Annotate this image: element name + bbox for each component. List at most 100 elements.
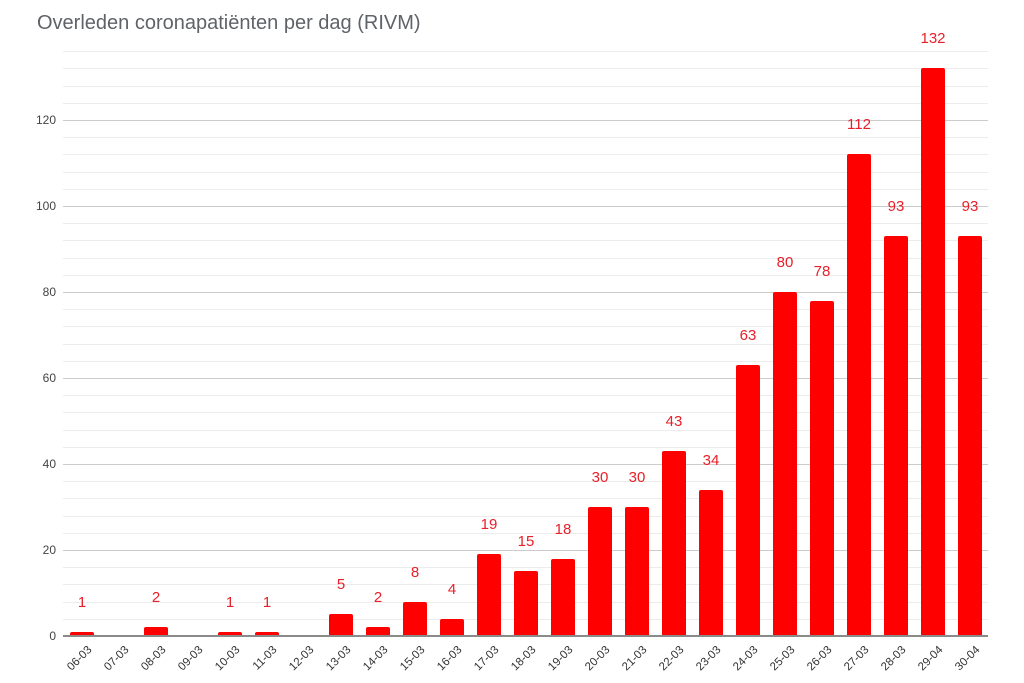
value-label: 30	[591, 469, 609, 486]
major-gridline	[63, 550, 988, 551]
value-label: 8	[410, 564, 420, 581]
minor-gridline	[63, 275, 988, 276]
y-tick-label: 0	[49, 629, 56, 643]
minor-gridline	[63, 412, 988, 413]
bar	[810, 301, 834, 636]
value-label: 63	[739, 327, 757, 344]
value-label: 2	[373, 589, 383, 606]
value-label: 4	[447, 581, 457, 598]
bar	[625, 507, 649, 636]
minor-gridline	[63, 481, 988, 482]
bar	[514, 571, 538, 636]
x-tick-label: 07-03	[102, 644, 132, 674]
minor-gridline	[63, 51, 988, 52]
x-tick-label: 11-03	[250, 644, 280, 673]
value-label: 80	[776, 254, 794, 271]
x-tick-label: 19-03	[546, 644, 576, 674]
bar	[477, 554, 501, 636]
x-tick-label: 13-03	[324, 644, 354, 674]
minor-gridline	[63, 344, 988, 345]
y-tick-label: 40	[42, 457, 56, 471]
value-label: 93	[961, 198, 979, 215]
bar	[773, 292, 797, 636]
x-axis-baseline	[63, 635, 988, 637]
x-tick-label: 18-03	[509, 644, 539, 674]
value-label: 5	[336, 576, 346, 593]
major-gridline	[63, 120, 988, 121]
bar	[551, 559, 575, 636]
chart-title: Overleden coronapatiënten per dag (RIVM)	[37, 12, 421, 34]
major-gridline	[63, 292, 988, 293]
value-label: 30	[628, 469, 646, 486]
x-tick-label: 21-03	[620, 644, 650, 674]
minor-gridline	[63, 240, 988, 241]
x-tick-label: 15-03	[398, 644, 428, 674]
bar	[329, 614, 353, 636]
bar	[921, 68, 945, 636]
bar	[403, 602, 427, 636]
value-label: 2	[151, 589, 161, 606]
value-label: 78	[813, 263, 831, 280]
x-tick-label: 09-03	[176, 644, 206, 674]
y-tick-label: 100	[35, 199, 56, 213]
x-tick-label: 20-03	[583, 644, 613, 674]
bar	[144, 627, 168, 636]
bar	[847, 154, 871, 636]
minor-gridline	[63, 223, 988, 224]
value-label: 43	[665, 413, 683, 430]
bar	[255, 632, 279, 636]
x-tick-label: 29-04	[916, 644, 946, 674]
minor-gridline	[63, 516, 988, 517]
bar	[440, 619, 464, 636]
bar	[70, 632, 94, 636]
x-tick-label: 23-03	[694, 644, 724, 674]
y-tick-label: 80	[42, 285, 56, 299]
minor-gridline	[63, 533, 988, 534]
minor-gridline	[63, 258, 988, 259]
bar	[588, 507, 612, 636]
minor-gridline	[63, 430, 988, 431]
minor-gridline	[63, 567, 988, 568]
y-tick-label: 60	[42, 371, 56, 385]
value-label: 19	[480, 516, 498, 533]
minor-gridline	[63, 326, 988, 327]
value-label: 112	[847, 116, 871, 133]
value-label: 18	[554, 521, 572, 538]
bar	[958, 236, 982, 636]
x-tick-label: 10-03	[213, 644, 243, 674]
x-tick-label: 26-03	[805, 644, 835, 674]
x-tick-label: 16-03	[435, 644, 465, 674]
value-label: 1	[225, 594, 235, 611]
x-tick-label: 12-03	[287, 644, 317, 674]
x-tick-label: 06-03	[65, 644, 95, 674]
x-tick-label: 17-03	[472, 644, 502, 674]
value-label: 1	[262, 594, 272, 611]
minor-gridline	[63, 498, 988, 499]
y-tick-label: 120	[35, 113, 56, 127]
bar	[662, 451, 686, 636]
x-tick-label: 14-03	[361, 644, 391, 674]
bar	[366, 627, 390, 636]
y-tick-label: 20	[42, 543, 56, 557]
minor-gridline	[63, 137, 988, 138]
major-gridline	[63, 378, 988, 379]
minor-gridline	[63, 103, 988, 104]
value-label: 1	[77, 594, 87, 611]
minor-gridline	[63, 361, 988, 362]
minor-gridline	[63, 447, 988, 448]
x-tick-label: 28-03	[879, 644, 909, 674]
major-gridline	[63, 464, 988, 465]
minor-gridline	[63, 189, 988, 190]
x-tick-label: 08-03	[139, 644, 169, 674]
bar	[218, 632, 242, 636]
value-label: 34	[702, 452, 720, 469]
minor-gridline	[63, 395, 988, 396]
major-gridline	[63, 206, 988, 207]
x-tick-label: 22-03	[657, 644, 687, 674]
x-tick-label: 24-03	[731, 644, 761, 674]
value-label: 15	[517, 533, 535, 550]
value-label: 93	[887, 198, 905, 215]
minor-gridline	[63, 154, 988, 155]
bar	[884, 236, 908, 636]
